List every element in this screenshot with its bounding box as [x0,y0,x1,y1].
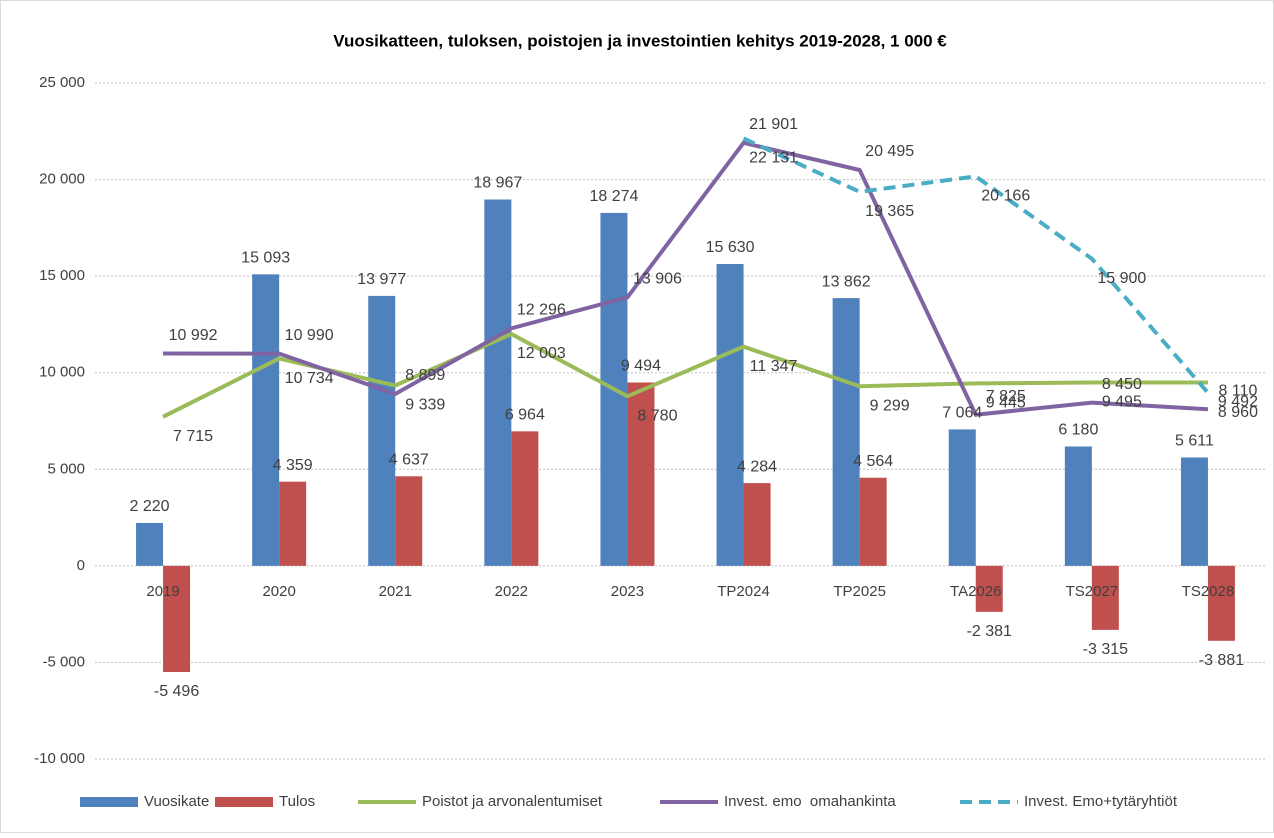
data-label: 9 339 [405,397,445,414]
bar [975,565,1003,612]
data-label: -3 881 [1199,652,1244,669]
y-tick-label: -10 000 [34,750,85,767]
data-label: 8 899 [405,367,445,384]
data-label: 6 180 [1058,422,1098,439]
y-tick-label: 15 000 [39,267,85,284]
data-label: 15 093 [241,250,290,267]
bar [1064,446,1092,566]
data-label: 9 445 [986,395,1026,412]
data-label: 15 900 [1097,270,1146,287]
x-tick-label: TP2025 [833,583,886,600]
bar [395,476,423,566]
x-tick-label: TS2027 [1066,583,1119,600]
data-label: 18 967 [473,175,522,192]
x-tick-label: 2020 [262,583,295,600]
data-label: 8 450 [1102,376,1142,393]
bar [252,274,280,566]
x-tick-label: TA2026 [950,583,1001,600]
data-label: -2 381 [967,623,1012,640]
legend-label: Invest. Emo+tytäryhtiöt [1024,793,1178,810]
data-label: 4 564 [853,453,893,470]
chart-title: Vuosikatteen, tuloksen, poistojen ja inv… [333,31,947,50]
data-label: -5 496 [154,683,199,700]
bar [832,298,860,566]
data-label: 10 734 [285,370,334,387]
bar [1207,565,1235,641]
legend-label: Poistot ja arvonalentumiset [422,793,603,810]
legend-label: Invest. emo omahankinta [724,793,896,810]
y-tick-label: 20 000 [39,171,85,188]
y-tick-label: -5 000 [42,653,85,670]
bar [627,382,655,566]
data-label: 9 299 [870,397,910,414]
data-label: 12 003 [517,345,566,362]
data-label: 4 359 [273,457,313,474]
bar [136,522,164,566]
data-label: 6 964 [505,407,545,424]
data-label: 7 825 [986,388,1026,405]
bar [859,477,887,566]
data-label: 4 637 [389,452,429,469]
data-label: 13 906 [633,270,682,287]
y-tick-label: 10 000 [39,364,85,381]
data-label: 21 901 [749,116,798,133]
data-label: 10 990 [285,327,334,344]
y-tick-label: 5 000 [47,460,85,477]
data-label: -3 315 [1083,641,1128,658]
data-label: 5 611 [1175,433,1214,450]
data-label: 7 715 [173,428,213,445]
data-label: 13 977 [357,271,406,288]
data-label: 12 296 [517,302,566,319]
data-label: 19 365 [865,203,914,220]
legend-swatch [215,797,273,807]
bar [279,481,307,566]
data-label: 4 284 [737,458,777,475]
data-label: 15 630 [706,239,755,256]
bar [743,483,771,566]
data-label: 18 274 [589,188,638,205]
legend-label: Tulos [279,793,315,810]
data-label: 7 064 [942,405,982,422]
x-tick-label: 2019 [146,583,179,600]
line [163,140,1209,417]
line [742,136,1210,395]
data-label: 20 495 [865,143,914,160]
x-tick-label: TP2024 [717,583,770,600]
bar [1180,457,1208,566]
bar [1091,565,1119,630]
data-label: 22 131 [749,150,798,167]
x-tick-label: 2023 [611,583,644,600]
data-label: 8 780 [637,407,677,424]
y-tick-label: 25 000 [39,74,85,91]
bar [484,199,512,566]
data-label: 8 960 [1218,404,1258,421]
x-tick-label: 2021 [379,583,412,600]
data-label: 8 110 [1219,382,1258,399]
bar [163,565,191,673]
x-tick-label: TS2028 [1182,583,1235,600]
data-label: 11 347 [750,358,798,375]
data-label: 9 492 [1218,394,1258,411]
bar [948,429,976,566]
data-label: 10 992 [169,327,218,344]
data-label: 2 220 [130,498,170,515]
data-label: 20 166 [981,188,1030,205]
y-tick-label: 0 [77,557,85,574]
x-tick-label: 2022 [495,583,528,600]
data-label: 13 862 [822,273,871,290]
data-label: 9 494 [621,358,661,375]
bar [511,431,539,566]
legend-label: Vuosikate [144,793,209,810]
data-label: 9 495 [1102,394,1142,411]
legend-swatch [80,797,138,807]
bar [716,263,744,566]
bar [368,295,396,566]
